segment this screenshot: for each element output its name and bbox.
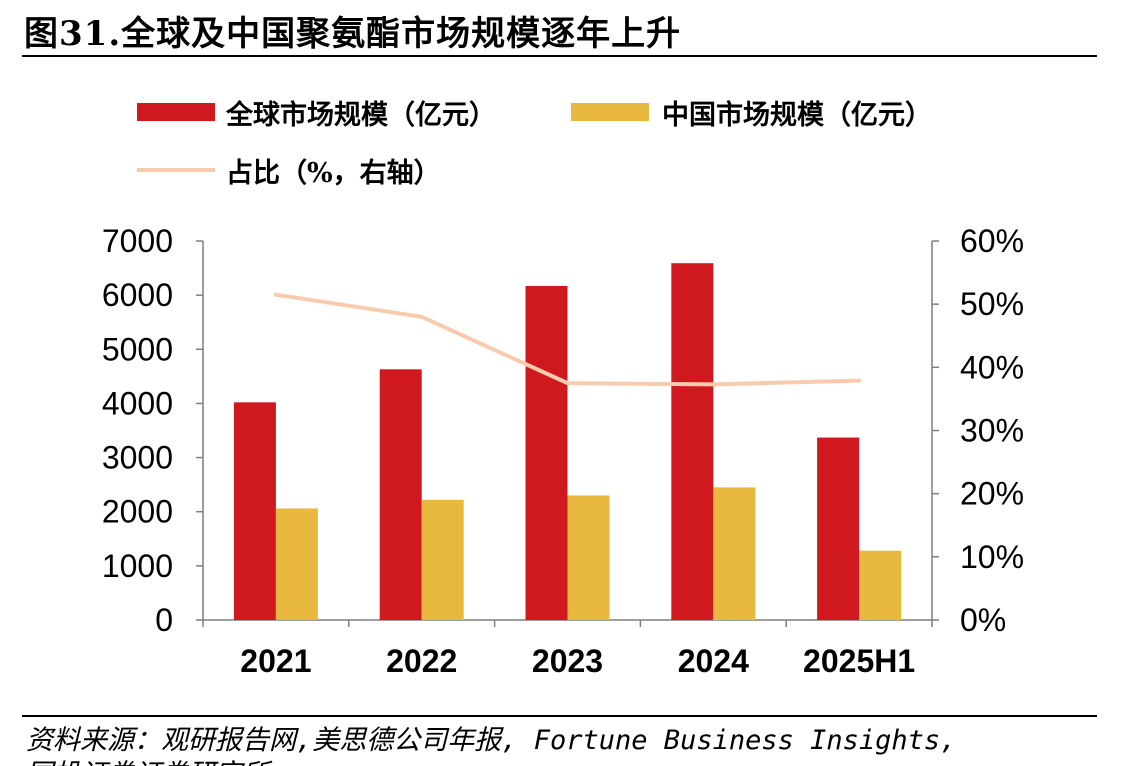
bar-global <box>817 437 860 620</box>
bar-china <box>567 495 610 620</box>
bars <box>233 263 902 620</box>
bar-global <box>379 369 422 620</box>
source-rule <box>22 715 1097 717</box>
y-right-tick-label: 60% <box>960 223 1024 259</box>
bar-china <box>713 487 756 620</box>
y-right-tick-label: 10% <box>960 539 1024 575</box>
share-point <box>711 382 715 386</box>
bar-global <box>671 263 714 620</box>
source-note: 资料来源：观研报告网,美思德公司年报, Fortune Business Ins… <box>26 725 957 756</box>
source-note-continued: 国投证券证券研究所 <box>26 752 269 766</box>
y-left-tick-label: 7000 <box>102 223 173 259</box>
share-point <box>420 315 424 319</box>
x-tick-label: 2025H1 <box>803 643 915 679</box>
y-left-tick-label: 2000 <box>102 494 173 530</box>
legend-swatch <box>137 103 215 121</box>
lines <box>273 292 862 387</box>
y-right-tick-label: 30% <box>960 413 1024 449</box>
legend-swatch <box>571 103 649 121</box>
x-tick-label: 2022 <box>386 643 457 679</box>
x-tick-label: 2023 <box>532 643 603 679</box>
share-point <box>857 379 861 383</box>
labels: 0 1000 2000 3000 4000 5000 6000 7000 0% 10% 20% 30%… <box>102 223 1024 679</box>
y-left-tick-label: 4000 <box>102 385 173 421</box>
y-left-tick-label: 1000 <box>102 548 173 584</box>
legend-label: 占比（%，右轴） <box>226 158 441 189</box>
figure-title: 图31.全球及中国聚氨酯市场规模逐年上升 <box>24 14 682 54</box>
y-left-tick-label: 5000 <box>102 331 173 367</box>
title-rule <box>22 55 1097 57</box>
x-tick-label: 2024 <box>678 643 749 679</box>
legend-label: 全球市场规模（亿元） <box>225 99 496 131</box>
y-right-tick-label: 20% <box>960 476 1024 512</box>
y-left-tick-label: 0 <box>155 602 173 638</box>
bar-global <box>233 402 276 620</box>
y-left-tick-label: 6000 <box>102 277 173 313</box>
bar-china <box>275 508 318 620</box>
x-tick-label: 2021 <box>240 643 311 679</box>
share-point <box>566 381 569 385</box>
bar-global <box>525 285 568 620</box>
y-right-tick-label: 50% <box>960 286 1024 322</box>
legend: 全球市场规模（亿元） 中国市场规模（亿元） 占比（%，右轴） <box>137 99 932 189</box>
bar-china <box>859 550 902 620</box>
y-right-tick-label: 0% <box>960 602 1006 638</box>
y-left-tick-label: 3000 <box>102 440 173 476</box>
legend-label: 中国市场规模（亿元） <box>662 99 932 131</box>
bar-china <box>421 499 464 620</box>
share-point <box>274 293 278 297</box>
y-right-tick-label: 40% <box>960 349 1024 385</box>
